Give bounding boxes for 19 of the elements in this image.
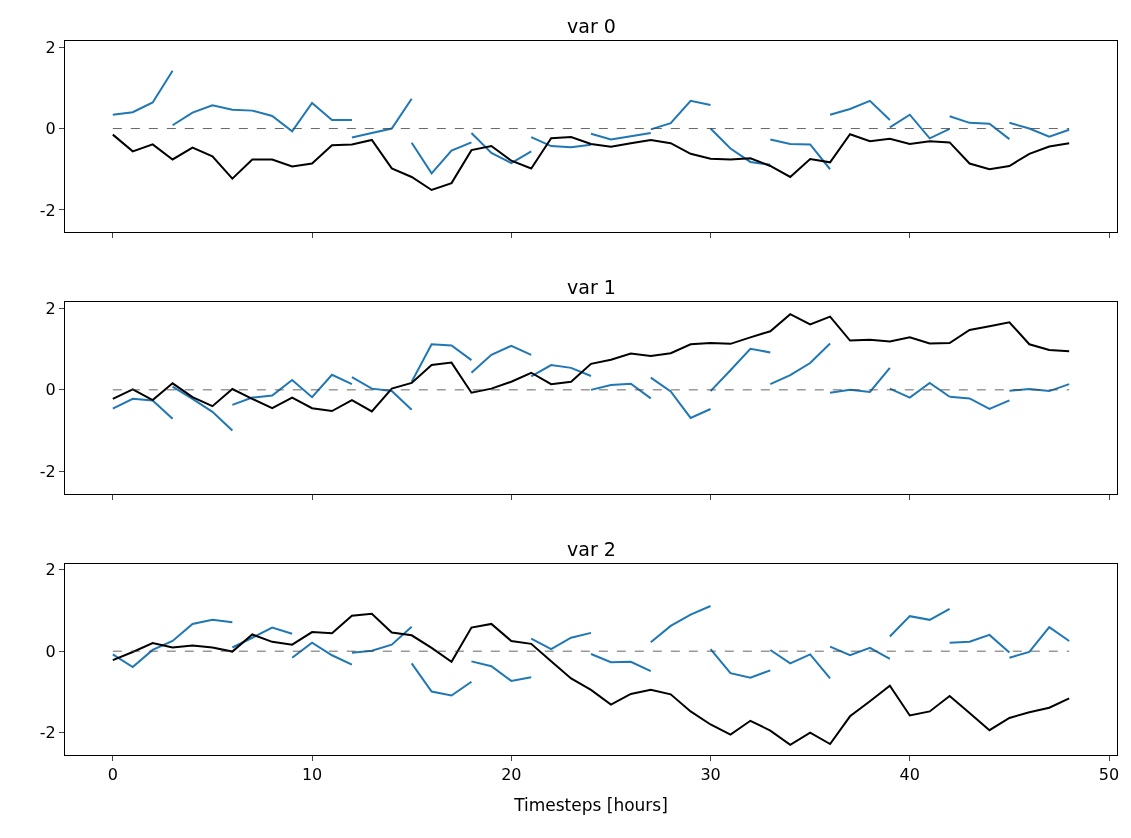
y-tick-label: 0 <box>45 119 56 139</box>
y-tick-label: 2 <box>45 560 56 580</box>
x-axis-title: Timesteps [hours] <box>513 794 668 815</box>
x-tick-label: 10 <box>301 765 323 785</box>
x-tick-label: 50 <box>1098 765 1120 785</box>
chart-title: var 0 <box>567 15 616 37</box>
y-tick-label: -2 <box>39 200 56 220</box>
x-tick-label: 0 <box>107 765 118 785</box>
x-tick-label: 30 <box>700 765 721 785</box>
y-tick-label: -2 <box>39 723 56 743</box>
y-tick-label: 2 <box>45 299 56 319</box>
y-tick-label: 0 <box>45 380 56 400</box>
y-tick-label: -2 <box>39 461 56 481</box>
chart-title: var 1 <box>567 276 616 298</box>
x-tick-label: 40 <box>899 765 920 785</box>
y-tick-label: 0 <box>45 641 56 661</box>
y-tick-label: 2 <box>45 37 56 57</box>
x-tick-label: 20 <box>501 765 522 785</box>
chart-title: var 2 <box>567 538 616 560</box>
